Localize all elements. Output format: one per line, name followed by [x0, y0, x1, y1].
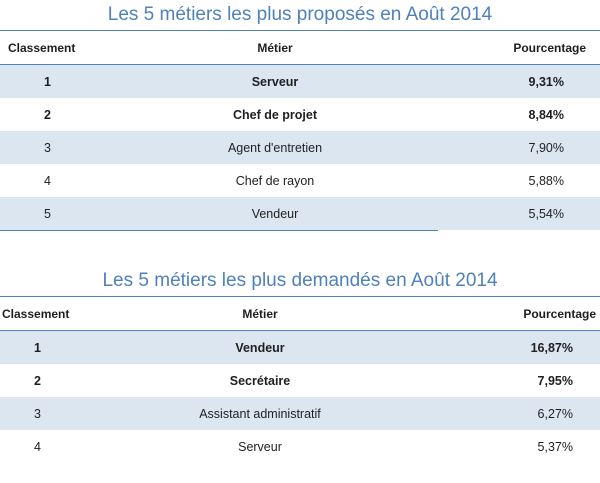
table-row: 4 Serveur 5,37% — [0, 430, 600, 463]
cell-job: Chef de rayon — [235, 173, 315, 188]
requested-jobs-title: Les 5 métiers les plus demandés en Août … — [102, 270, 498, 291]
table-row: 1 Vendeur 16,87% — [0, 331, 600, 364]
cell-rank: 2 — [44, 107, 51, 122]
cell-rank: 2 — [34, 373, 41, 388]
cell-percent: 5,37% — [537, 439, 573, 454]
header-percent: Pourcentage — [513, 40, 586, 55]
table-body: 1 Vendeur 16,87% 2 Secrétaire 7,95% 3 Assistant… — [0, 331, 600, 463]
cell-rank: 3 — [44, 140, 51, 155]
cell-job: Vendeur — [235, 340, 285, 355]
header-rank: Classement — [8, 40, 76, 55]
header-rank: Classement — [2, 306, 70, 321]
cell-rank: 5 — [44, 206, 51, 221]
table-row: 4 Chef de rayon 5,88% — [0, 164, 600, 197]
cell-job: Serveur — [251, 74, 299, 89]
table-row: 2 Secrétaire 7,95% — [0, 364, 600, 397]
cell-rank: 1 — [34, 340, 41, 355]
proposed-jobs-title: Les 5 métiers les plus proposés en Août … — [107, 4, 493, 25]
cell-rank: 4 — [44, 173, 51, 188]
cell-job: Assistant administratif — [199, 406, 321, 421]
header-percent: Pourcentage — [523, 306, 596, 321]
cell-percent: 7,95% — [537, 373, 573, 388]
cell-rank: 1 — [44, 74, 51, 89]
cell-percent: 16,87% — [530, 340, 573, 355]
table-header: Classement Métier Pourcentage — [0, 296, 600, 331]
table-bottom-rule — [0, 230, 438, 231]
cell-percent: 9,31% — [528, 74, 564, 89]
header-job: Métier — [242, 306, 278, 321]
cell-percent: 8,84% — [528, 107, 564, 122]
table-row: 5 Vendeur 5,54% — [0, 197, 600, 230]
table-body: 1 Serveur 9,31% 2 Chef de projet 8,84% 3 Agent … — [0, 65, 600, 230]
cell-rank: 4 — [34, 439, 41, 454]
header-job: Métier — [257, 40, 293, 55]
table-row: 2 Chef de projet 8,84% — [0, 98, 600, 131]
cell-job: Serveur — [238, 439, 282, 454]
cell-job: Secrétaire — [229, 373, 291, 388]
requested-jobs-section: Les 5 métiers les plus demandés en Août … — [0, 266, 600, 463]
cell-rank: 3 — [34, 406, 41, 421]
cell-job: Chef de projet — [232, 107, 318, 122]
cell-percent: 6,27% — [537, 406, 573, 421]
cell-percent: 5,88% — [528, 173, 564, 188]
table-row: 3 Agent d'entretien 7,90% — [0, 131, 600, 164]
cell-job: Agent d'entretien — [227, 140, 323, 155]
table-row: 1 Serveur 9,31% — [0, 65, 600, 98]
cell-percent: 5,54% — [528, 206, 564, 221]
cell-job: Vendeur — [251, 206, 299, 221]
cell-percent: 7,90% — [528, 140, 564, 155]
requested-jobs-table: Classement Métier Pourcentage 1 Vendeur 16… — [0, 296, 600, 463]
proposed-jobs-table: Classement Métier Pourcentage 1 Serveur 9,… — [0, 30, 600, 231]
table-row: 3 Assistant administratif 6,27% — [0, 397, 600, 430]
proposed-jobs-section: Les 5 métiers les plus proposés en Août … — [0, 0, 600, 231]
table-header: Classement Métier Pourcentage — [0, 30, 600, 65]
